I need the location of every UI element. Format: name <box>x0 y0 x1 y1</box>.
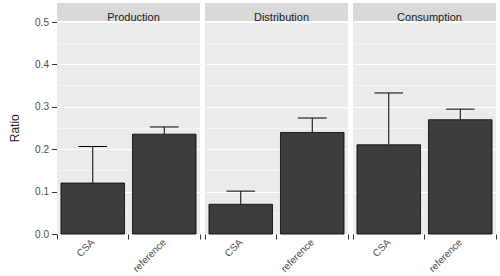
svg-text:Production: Production <box>107 11 160 23</box>
svg-text:CSA: CSA <box>74 236 97 259</box>
svg-text:reference: reference <box>427 236 465 274</box>
svg-text:CSA: CSA <box>370 236 393 259</box>
svg-text:0.3: 0.3 <box>35 101 49 112</box>
svg-text:CSA: CSA <box>222 236 245 259</box>
svg-text:reference: reference <box>131 236 169 274</box>
svg-text:0.5: 0.5 <box>35 17 49 28</box>
svg-text:Consumption: Consumption <box>397 11 462 23</box>
svg-text:0.0: 0.0 <box>35 229 49 240</box>
svg-text:0.1: 0.1 <box>35 186 49 197</box>
svg-text:0.4: 0.4 <box>35 59 49 70</box>
svg-text:reference: reference <box>279 236 317 274</box>
svg-text:Distribution: Distribution <box>254 11 309 23</box>
svg-text:Ratio: Ratio <box>8 114 22 142</box>
svg-text:0.2: 0.2 <box>35 144 49 155</box>
